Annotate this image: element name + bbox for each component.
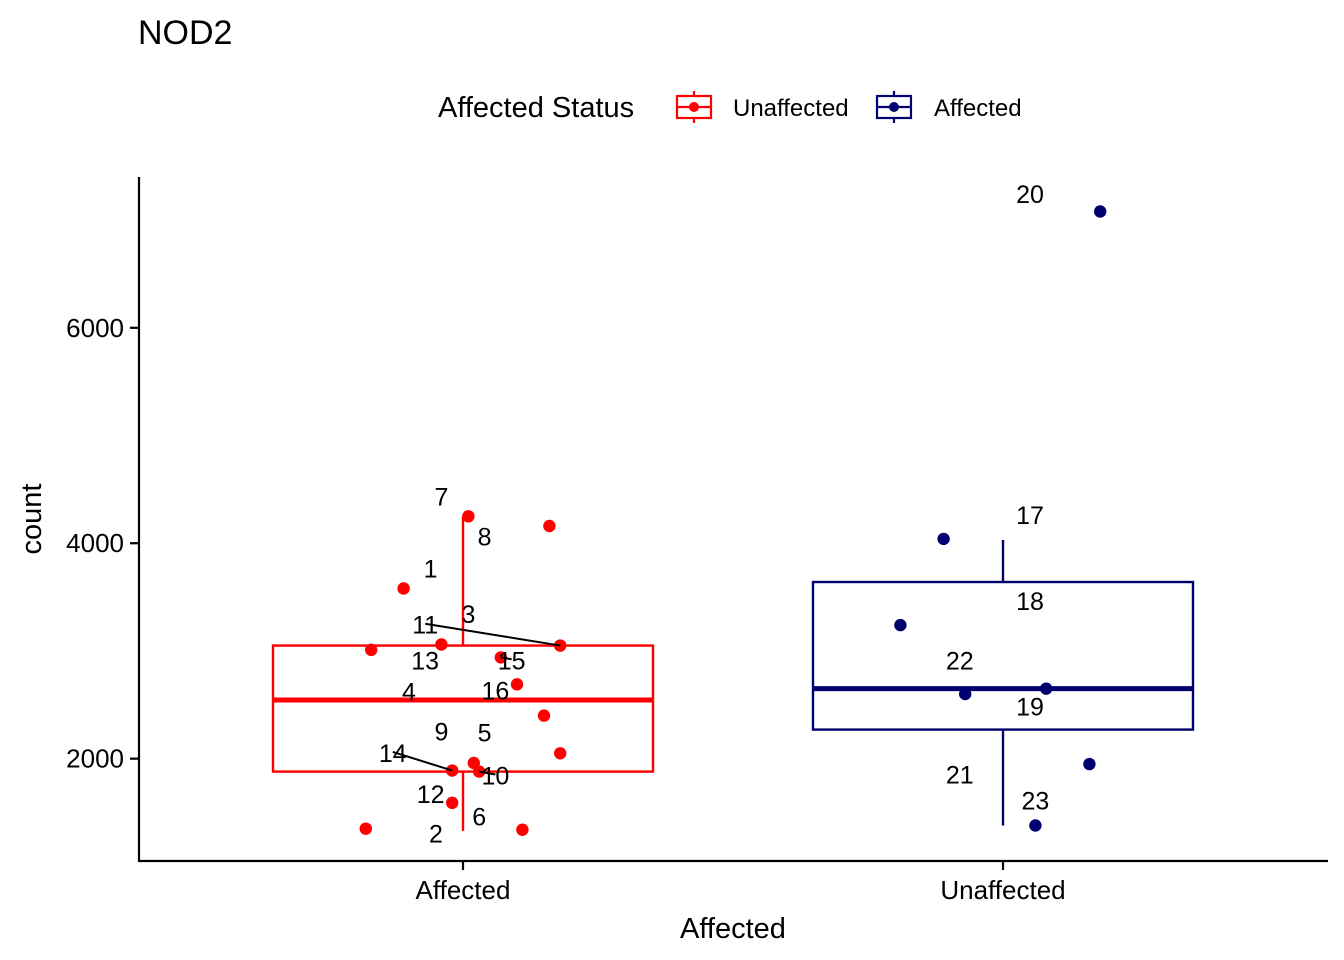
data-point-13 bbox=[365, 643, 378, 657]
data-point-9 bbox=[554, 747, 567, 760]
point-leader-line-10 bbox=[479, 770, 496, 776]
point-label-18: 18 bbox=[1016, 588, 1044, 616]
data-point-20 bbox=[1094, 205, 1107, 218]
y-tick-label-4000: 4000 bbox=[66, 528, 124, 558]
point-label-13: 13 bbox=[411, 647, 439, 675]
point-label-4: 4 bbox=[402, 679, 416, 707]
point-label-8: 8 bbox=[478, 523, 492, 551]
point-label-3: 3 bbox=[461, 601, 475, 629]
legend-key-point-unaffected bbox=[689, 102, 699, 112]
point-label-14: 14 bbox=[379, 740, 407, 768]
x-axis-ticks: Affected Unaffected bbox=[416, 861, 1066, 905]
data-point-16 bbox=[537, 709, 551, 722]
point-label-6: 6 bbox=[472, 803, 486, 831]
data-point-17 bbox=[937, 532, 950, 546]
legend-entries: Unaffected Affected bbox=[675, 91, 1022, 123]
legend: Affected Status Unaffected Affected bbox=[438, 91, 1022, 124]
data-point-12 bbox=[446, 796, 459, 810]
point-label-12: 12 bbox=[417, 781, 445, 809]
box-unaffected bbox=[811, 580, 1195, 731]
data-point-2 bbox=[359, 822, 372, 835]
point-label-16: 16 bbox=[481, 677, 509, 705]
y-tick-label-2000: 2000 bbox=[66, 744, 124, 774]
point-leader-line-11 bbox=[425, 622, 561, 647]
point-label-22: 22 bbox=[946, 647, 974, 675]
data-point-1 bbox=[397, 582, 410, 595]
point-label-10: 10 bbox=[481, 763, 509, 791]
data-point-19 bbox=[1040, 682, 1053, 695]
point-label-21: 21 bbox=[946, 761, 974, 789]
data-point-3 bbox=[435, 638, 448, 651]
x-axis-title: Affected bbox=[680, 913, 786, 945]
legend-label-affected: Affected bbox=[934, 95, 1022, 122]
point-leader-line-15 bbox=[500, 656, 512, 661]
point-label-11: 11 bbox=[412, 612, 438, 640]
point-label-7: 7 bbox=[434, 484, 448, 512]
point-label-19: 19 bbox=[1016, 694, 1044, 722]
x-tick-label-unaffected: Unaffected bbox=[940, 875, 1065, 905]
data-point-6 bbox=[516, 823, 529, 836]
data-point-8 bbox=[543, 519, 556, 533]
y-axis-ticks: 2000 4000 6000 bbox=[66, 313, 139, 774]
box-affected bbox=[271, 644, 655, 773]
point-label-17: 17 bbox=[1016, 502, 1044, 530]
point-label-20: 20 bbox=[1016, 181, 1044, 209]
point-leader-line-14 bbox=[392, 750, 453, 772]
point-label-2: 2 bbox=[429, 821, 443, 849]
x-tick-label-affected: Affected bbox=[416, 875, 511, 905]
point-label-15: 15 bbox=[498, 647, 526, 675]
point-label-23: 23 bbox=[1021, 787, 1049, 815]
y-tick-label-6000: 6000 bbox=[66, 313, 124, 343]
data-point-4 bbox=[510, 678, 524, 691]
data-point-21 bbox=[1083, 757, 1096, 771]
chart-title: NOD2 bbox=[138, 14, 232, 52]
data-point-22 bbox=[959, 687, 972, 701]
legend-key-point-affected bbox=[889, 102, 899, 112]
legend-label-unaffected: Unaffected bbox=[733, 95, 849, 122]
point-label-9: 9 bbox=[434, 718, 448, 746]
point-label-1: 1 bbox=[424, 556, 438, 584]
legend-title: Affected Status bbox=[438, 92, 634, 124]
data-point-23 bbox=[1029, 819, 1042, 832]
point-label-5: 5 bbox=[478, 719, 492, 747]
data-point-18 bbox=[894, 618, 907, 632]
data-point-7 bbox=[462, 510, 475, 523]
y-axis-title: count bbox=[16, 484, 48, 555]
